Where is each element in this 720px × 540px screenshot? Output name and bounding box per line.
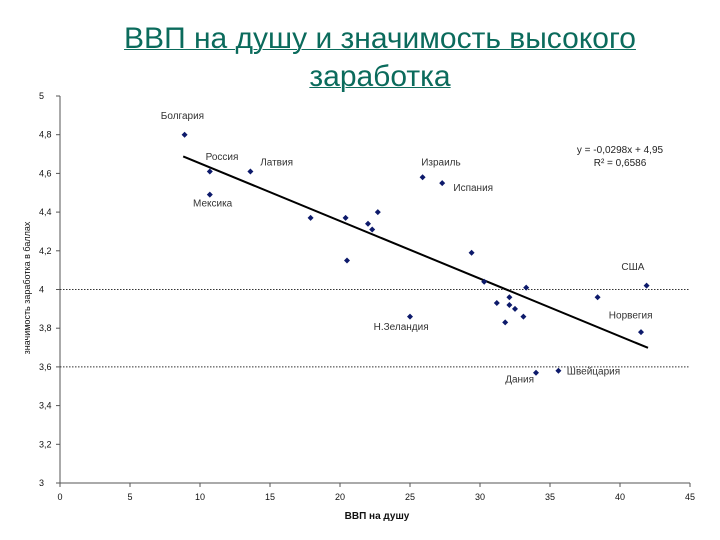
x-tick-label-5: 25: [405, 492, 415, 502]
x-tick-label-2: 10: [195, 492, 205, 502]
data-point-5: [342, 214, 349, 221]
x-tick-label-6: 30: [475, 492, 485, 502]
point-label-4: Израиль: [421, 158, 461, 169]
slide-title-line-2: заработка: [309, 60, 451, 93]
data-point-21: [407, 313, 413, 320]
trendline: [182, 155, 649, 349]
x-tick-label-9: 45: [685, 492, 695, 502]
reference-lines: [60, 289, 690, 368]
data-point-2: [247, 168, 254, 175]
y-tick-label-6: 4,2: [39, 246, 52, 256]
x-tick-label-7: 35: [545, 492, 555, 502]
data-point-15: [506, 294, 513, 301]
data-point-24: [594, 294, 601, 301]
x-tick-label-3: 15: [265, 492, 275, 502]
point-label-6: США: [621, 262, 644, 273]
data-point-17: [512, 305, 518, 312]
point-label-3: Мексика: [193, 198, 233, 209]
point-label-5: Испания: [453, 183, 493, 194]
x-axis-ticks: 0 5 10 15 20 25 30 35 40 45: [57, 483, 695, 502]
y-axis-label: значимость заработка в баллах: [22, 221, 32, 354]
y-tick-label-0: 3: [39, 478, 44, 488]
data-point-19: [520, 313, 527, 320]
data-point-4: [307, 214, 314, 221]
y-tick-label-2: 3,4: [39, 401, 52, 411]
data-point-20: [502, 319, 509, 326]
point-label-8: Н.Зеландия: [374, 322, 429, 333]
data-point-10: [419, 174, 426, 181]
x-axis-label: ВВП на душу: [345, 511, 410, 522]
point-label-2: Латвия: [260, 158, 293, 169]
y-tick-label-8: 4,6: [39, 168, 52, 178]
slide-title-line-1: ВВП на душу и значимость высокого: [124, 22, 636, 55]
data-point-25: [638, 329, 644, 336]
data-point-14: [493, 300, 500, 307]
y-tick-label-9: 4,8: [39, 130, 52, 140]
data-point-26: [643, 282, 650, 289]
data-point-13: [481, 278, 488, 285]
data-points: [181, 131, 650, 376]
y-tick-label-4: 3,8: [39, 323, 52, 333]
point-label-9: Дания: [505, 374, 534, 385]
y-tick-label-1: 3,2: [39, 439, 52, 449]
data-point-9: [344, 257, 350, 264]
data-point-16: [506, 301, 513, 308]
point-label-7: Норвегия: [609, 311, 653, 322]
data-point-23: [555, 367, 562, 374]
point-label-10: Швейцария: [567, 367, 620, 378]
data-point-3: [206, 191, 213, 198]
y-tick-label-5: 4: [39, 285, 44, 295]
data-point-0: [181, 131, 188, 138]
y-axis-ticks: 3 3,2 3,4 3,6 3,8 4 4,2 4,4 4,6 4,8 5: [39, 91, 60, 488]
x-tick-label-4: 20: [335, 492, 345, 502]
data-point-11: [439, 180, 446, 187]
data-point-22: [533, 369, 539, 376]
y-tick-label-7: 4,4: [39, 207, 52, 217]
x-tick-label-0: 0: [57, 492, 62, 502]
point-label-1: Россия: [206, 152, 239, 163]
x-tick-label-8: 40: [615, 492, 625, 502]
data-point-1: [206, 168, 213, 175]
slide-title: ВВП на душу и значимость высокого зарабо…: [40, 20, 720, 96]
data-point-6: [365, 220, 371, 227]
data-point-12: [468, 249, 475, 256]
data-point-7: [374, 209, 381, 216]
data-point-8: [369, 226, 376, 233]
y-tick-label-10: 5: [39, 91, 44, 101]
data-point-18: [523, 284, 530, 291]
y-tick-label-3: 3,6: [39, 362, 52, 372]
r-squared: R² = 0,6586: [594, 158, 647, 169]
x-tick-label-1: 5: [127, 492, 132, 502]
trend-equation: y = -0,0298x + 4,95: [577, 145, 664, 156]
point-labels: Болгария Россия Латвия Мексика Израиль Испани…: [161, 111, 653, 385]
point-label-0: Болгария: [161, 111, 204, 122]
trendline-group: [182, 155, 649, 349]
